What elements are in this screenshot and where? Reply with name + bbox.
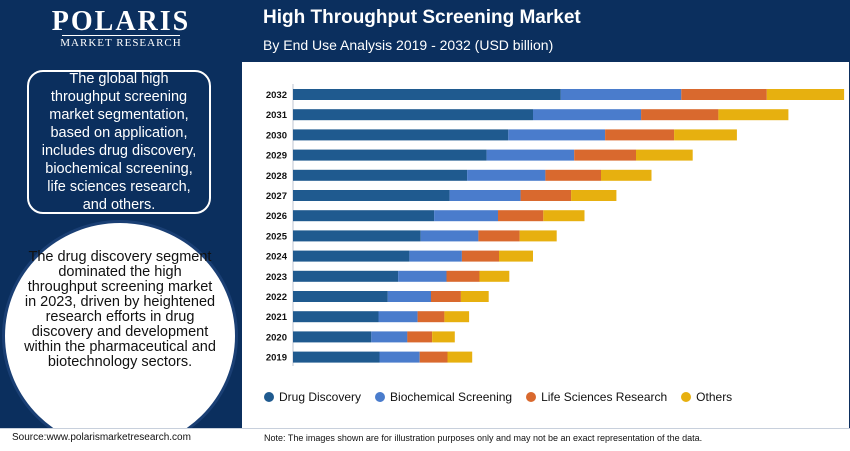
footer-bar [0, 428, 850, 451]
y-tick-label: 2020 [266, 332, 287, 343]
bar-segment [431, 291, 461, 302]
legend-swatch [264, 392, 274, 402]
bar-segment [461, 250, 499, 262]
legend-item: Drug Discovery [264, 390, 361, 404]
bar-segment [479, 270, 510, 282]
bar-segment [533, 109, 642, 121]
bar-segment [293, 230, 421, 242]
bar-segment [432, 331, 455, 343]
bar-segment [467, 169, 546, 181]
bar-segment [409, 250, 462, 262]
legend-swatch [375, 392, 386, 402]
bar-segment [486, 149, 575, 161]
bar-segment [293, 331, 372, 343]
y-tick-label: 2024 [266, 252, 288, 263]
logo-tagline: MARKET RESEARCH [60, 37, 182, 49]
y-tick-label: 2032 [266, 90, 287, 101]
legend-label: Others [696, 390, 733, 404]
y-tick-label: 2019 [266, 353, 287, 364]
bar-segment [718, 109, 789, 121]
bar-segment [293, 129, 509, 141]
y-tick-label: 2027 [266, 191, 287, 202]
bar-segment [420, 230, 479, 242]
segmentation-info-box: The global high throughput screening mar… [27, 70, 211, 214]
stacked-bar-chart: 2032 2031 2030 2029 2028 2027 2026 2025 2024 2023… [266, 84, 845, 366]
bar-segment [293, 109, 533, 121]
bar-segment [571, 190, 617, 201]
legend-swatch [526, 392, 537, 402]
bar-segment [293, 291, 388, 302]
bar-segment [293, 210, 435, 222]
bar-segment [519, 230, 557, 242]
bar-segment [379, 351, 420, 363]
bar-segment [545, 169, 601, 181]
legend-label: Drug Discovery [279, 390, 362, 404]
y-tick-label: 2025 [266, 231, 288, 242]
legend-label: Life Sciences Research [541, 390, 668, 404]
bar-segment [605, 129, 675, 141]
bar-segment [641, 109, 719, 121]
bar-segment [499, 250, 533, 262]
chart-legend: Drug Discovery Biochemical Screening Life … [264, 390, 732, 404]
source-text: Source:www.polarismarketresearch.com [12, 432, 191, 443]
bar-segment [674, 129, 737, 141]
bar-segment [508, 129, 606, 141]
y-tick-label: 2031 [266, 110, 288, 121]
bar-segment [371, 331, 408, 343]
bar-segment [520, 190, 572, 201]
y-tick-label: 2021 [266, 312, 288, 323]
chart-subtitle: By End Use Analysis 2019 - 2032 (USD bil… [263, 37, 554, 53]
bar-segment [293, 190, 450, 201]
legend-item: Biochemical Screening [375, 390, 512, 404]
y-tick-label: 2030 [266, 130, 287, 141]
bar-segment [444, 311, 470, 323]
bar-segment [601, 169, 652, 181]
bar-segment [447, 351, 473, 363]
disclaimer-note: Note: The images shown are for illustrat… [264, 433, 703, 443]
y-tick-label: 2023 [266, 272, 287, 283]
bar-segment [478, 230, 520, 242]
dominance-info-text: The drug discovery segment dominated the… [24, 249, 216, 370]
y-tick-label: 2022 [266, 292, 287, 303]
bar-segment [636, 149, 693, 161]
bar-segment [378, 311, 418, 323]
bar-segment [766, 89, 845, 100]
y-tick-label: 2029 [266, 151, 287, 162]
y-tick-label: 2026 [266, 211, 287, 222]
bar-segment [293, 149, 487, 161]
y-tick-label: 2028 [266, 171, 287, 182]
left-panel: POLARIS MARKET RESEARCH The global high … [0, 0, 242, 428]
bar-segment [446, 270, 480, 282]
bar-segment [293, 89, 561, 100]
bar-segment [293, 311, 379, 323]
bar-segment [293, 351, 380, 363]
bar-segment [434, 210, 498, 222]
bar-segment [293, 169, 468, 181]
bar-segment [460, 291, 489, 302]
legend-item: Others [681, 390, 732, 404]
bar-segment [387, 291, 432, 302]
bar-segment [417, 311, 445, 323]
legend-item: Life Sciences Research [526, 390, 667, 404]
legend-swatch [681, 392, 692, 402]
bar-segment [681, 89, 767, 100]
bar-segment [449, 190, 521, 201]
chart-header [242, 0, 850, 62]
bar-segment [560, 89, 682, 100]
bar-segment [293, 250, 410, 262]
bar-segment [419, 351, 448, 363]
bar-segment [398, 270, 447, 282]
segmentation-info-text: The global high throughput screening mar… [41, 71, 197, 213]
dominance-info-circle [2, 220, 238, 428]
logo-rule [62, 35, 180, 36]
polaris-logo: POLARIS [51, 6, 191, 37]
bar-segment [407, 331, 432, 343]
chart-title: High Throughput Screening Market [263, 7, 581, 28]
bar-segment [293, 270, 399, 282]
legend-label: Biochemical Screening [390, 390, 513, 404]
bar-segment [543, 210, 585, 222]
bar-segment [498, 210, 544, 222]
bar-segment [574, 149, 636, 161]
